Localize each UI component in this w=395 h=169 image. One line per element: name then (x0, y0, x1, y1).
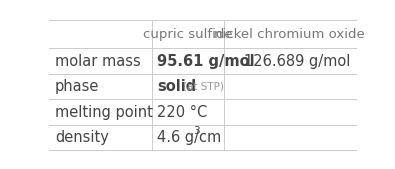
Text: 3: 3 (194, 126, 200, 136)
Text: nickel chromium oxide: nickel chromium oxide (214, 28, 365, 41)
Text: melting point: melting point (55, 104, 153, 119)
Text: 4.6 g/cm: 4.6 g/cm (158, 130, 222, 145)
Text: molar mass: molar mass (55, 54, 141, 68)
Text: cupric sulfide: cupric sulfide (143, 28, 233, 41)
Text: 220 °C: 220 °C (158, 104, 208, 119)
Text: solid: solid (158, 79, 197, 94)
Text: (at STP): (at STP) (182, 81, 224, 92)
Text: 126.689 g/mol: 126.689 g/mol (244, 54, 350, 68)
Text: density: density (55, 130, 109, 145)
Text: 95.61 g/mol: 95.61 g/mol (158, 54, 255, 68)
Text: phase: phase (55, 79, 99, 94)
